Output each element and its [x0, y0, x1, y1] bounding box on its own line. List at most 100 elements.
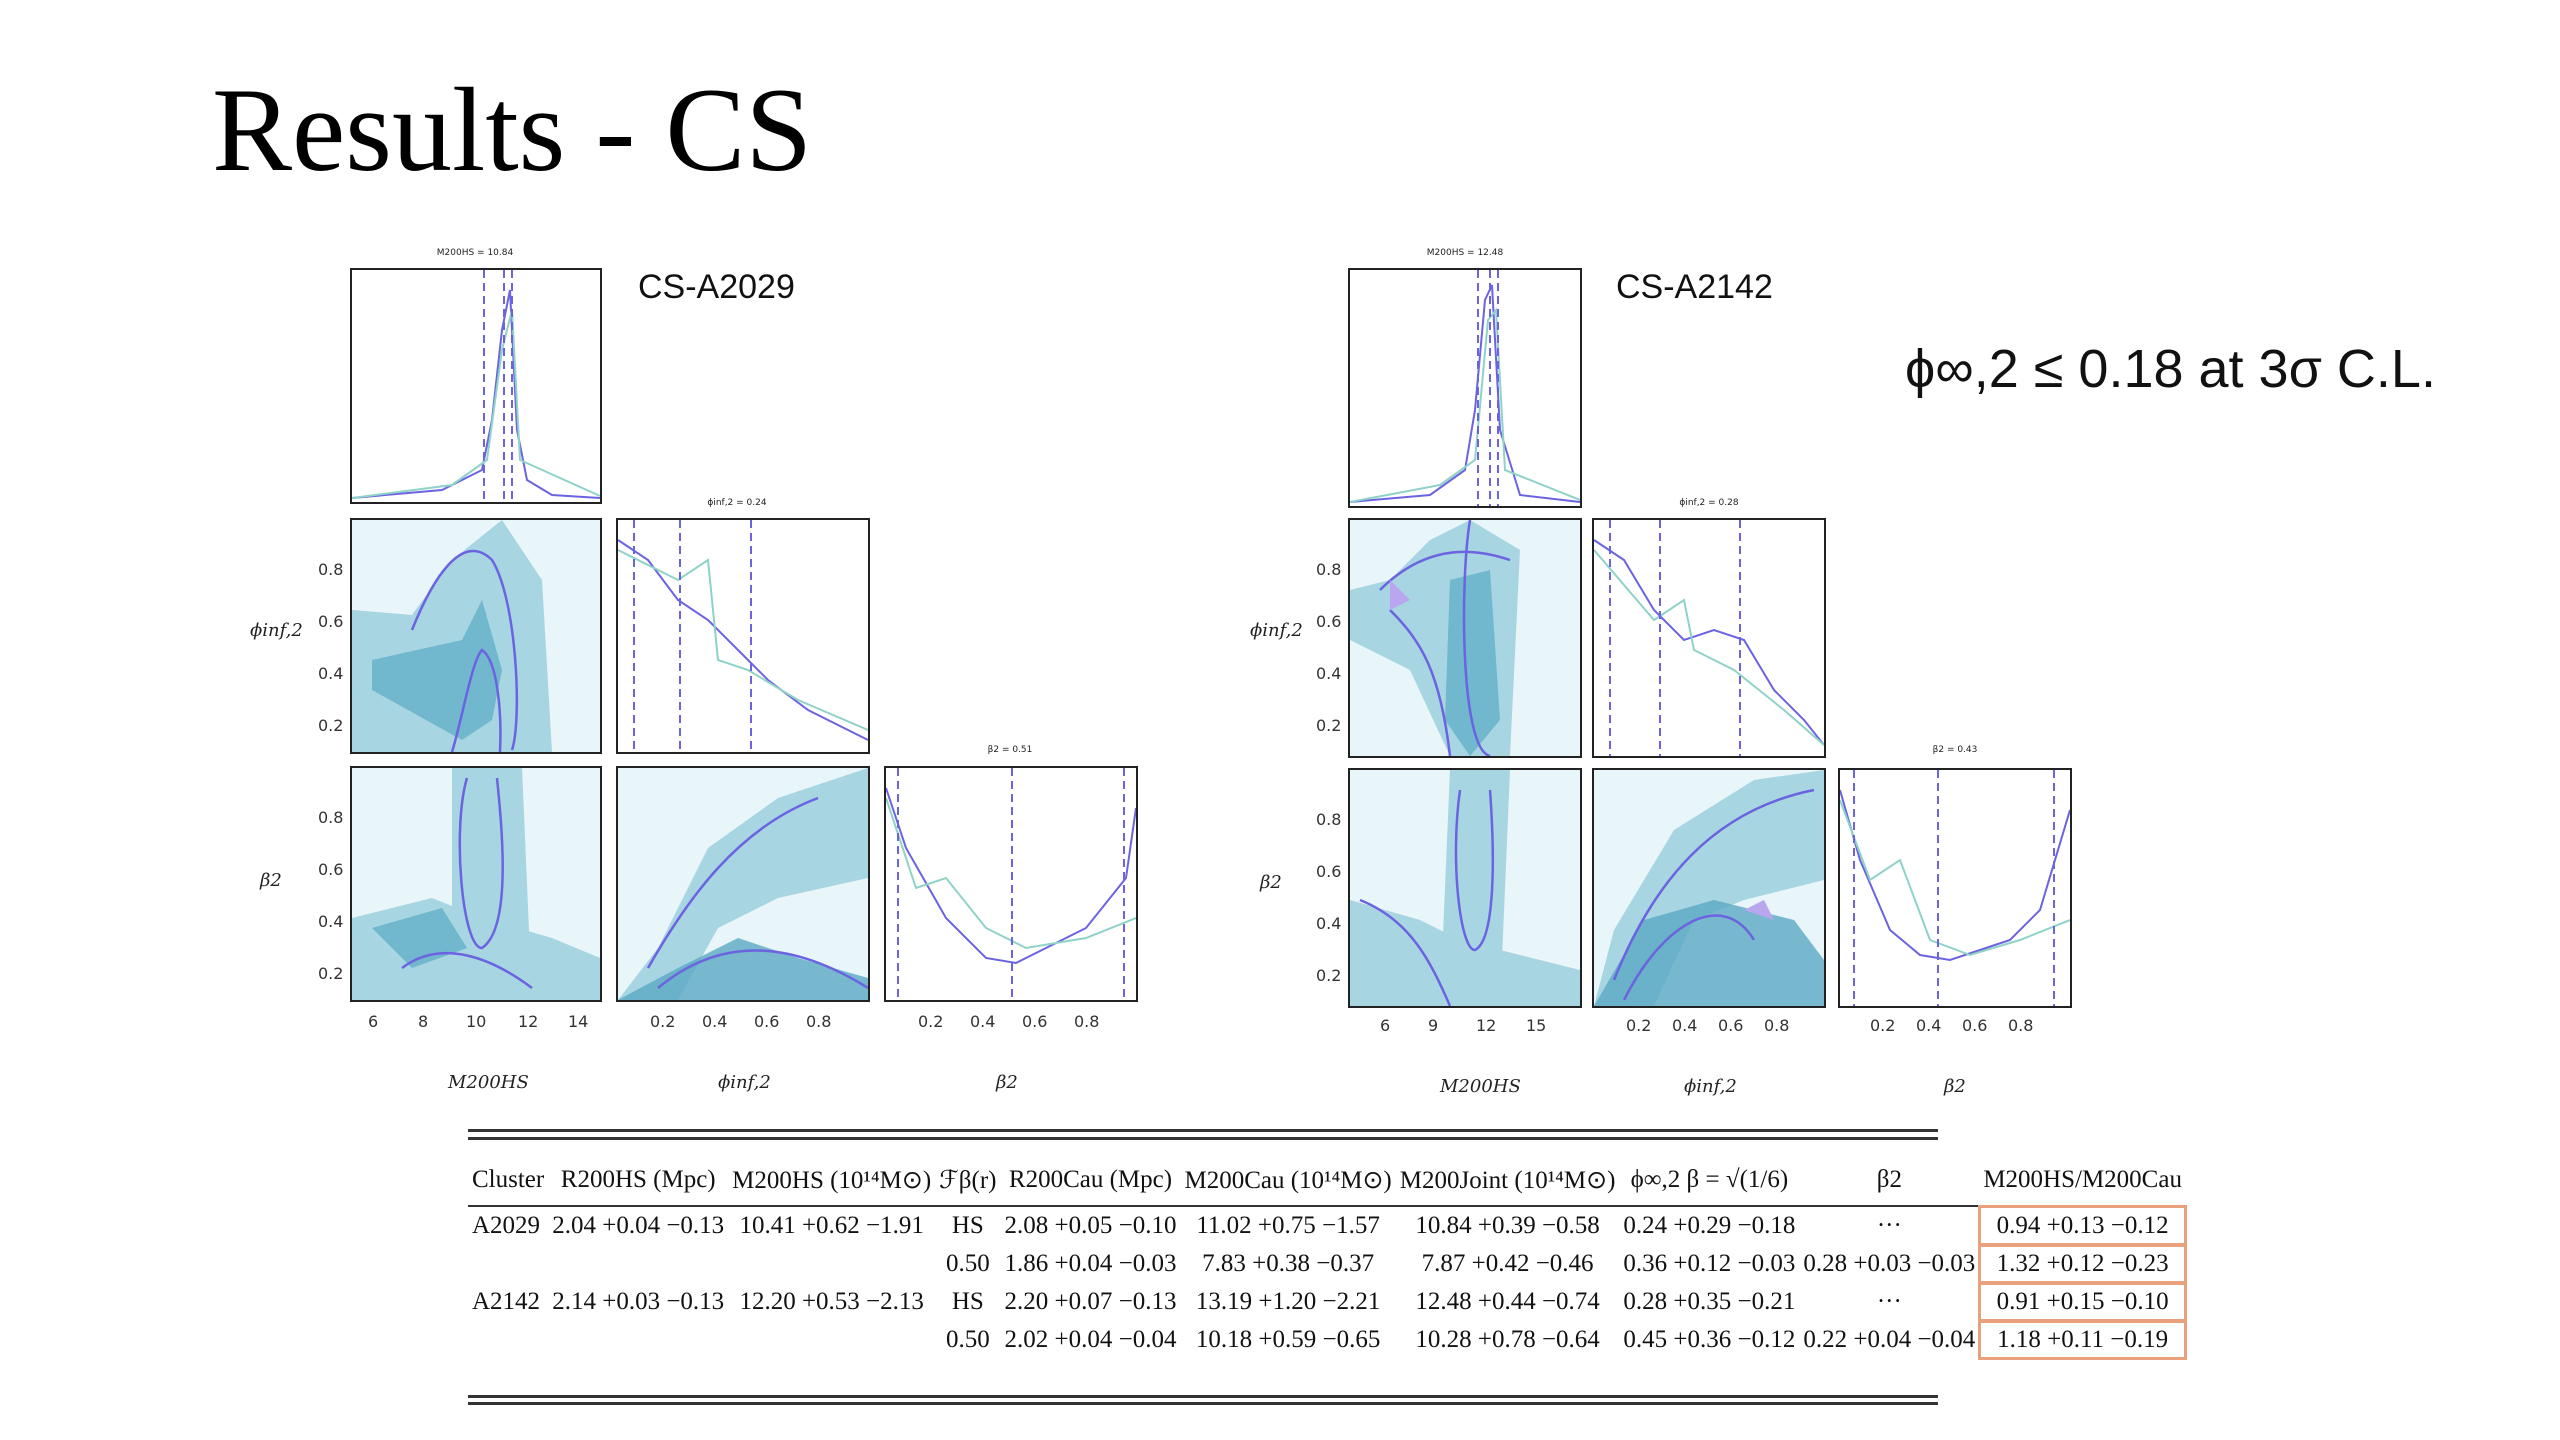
y-label-beta: β2 [1260, 872, 1282, 893]
cell: 2.08 +0.05 −0.10 [1004, 1212, 1177, 1239]
xtick: 0.4 [1672, 1016, 1698, 1035]
x-label-phi: ϕinf,2 [718, 1072, 771, 1093]
cell: HS [951, 1212, 984, 1239]
plot-name: CS-A2029 [638, 268, 795, 306]
xtick: 0.4 [970, 1012, 996, 1031]
col-header: ϕ∞,2 β = √(1/6) [1619, 1155, 1800, 1207]
x-label-mass: M200HS [1440, 1076, 1521, 1097]
ytick: 0.6 [318, 612, 344, 631]
table-bottom-rule [468, 1402, 1938, 1405]
ytick: 0.4 [318, 912, 344, 931]
xtick: 12 [1476, 1016, 1497, 1035]
table-top-rule [468, 1129, 1938, 1132]
hist-phi [616, 518, 870, 754]
col-header: R200Cau (Mpc) [1000, 1155, 1181, 1207]
cell: 13.19 +1.20 −2.21 [1195, 1288, 1381, 1315]
cell: 7.87 +0.42 −0.46 [1421, 1250, 1594, 1277]
cell: 12.48 +0.44 −0.74 [1415, 1288, 1600, 1315]
cell: 0.28 +0.03 −0.03 [1803, 1250, 1976, 1277]
caption-phi: ϕinf,2 = 0.28 [1679, 498, 1739, 508]
caption-mass: M200HS = 12.48 [1426, 248, 1504, 258]
x-label-beta: β2 [996, 1072, 1018, 1093]
xtick: 0.6 [1718, 1016, 1744, 1035]
xtick: 10 [466, 1012, 487, 1031]
cell: 0.50 [945, 1250, 990, 1277]
cell: 7.83 +0.38 −0.37 [1202, 1250, 1375, 1277]
cell: ··· [1876, 1288, 1902, 1315]
ytick: 0.2 [318, 716, 344, 735]
xtick: 0.4 [702, 1012, 728, 1031]
cell: 10.28 +0.78 −0.64 [1415, 1326, 1600, 1353]
results-table-grid: Cluster R200HS (Mpc) M200HS (10¹⁴M⊙) ℱβ(… [468, 1155, 2187, 1360]
col-header: β2 [1799, 1155, 1980, 1207]
hist-beta [1838, 768, 2072, 1008]
cell: 10.84 +0.39 −0.58 [1415, 1212, 1600, 1239]
x-label-mass: M200HS [448, 1072, 529, 1093]
xtick: 0.8 [806, 1012, 832, 1031]
cell [548, 1321, 728, 1359]
highlighted-cell: 1.18 +0.11 −0.19 [1978, 1320, 2187, 1360]
ytick: 0.6 [1316, 862, 1342, 881]
table-row: 0.50 2.02 +0.04 −0.04 10.18 +0.59 −0.65 … [468, 1320, 2187, 1360]
cell [728, 1245, 935, 1283]
cell [728, 1321, 935, 1359]
cell: 2.04 +0.04 −0.13 [552, 1212, 725, 1239]
table-row: 0.50 1.86 +0.04 −0.03 7.83 +0.38 −0.37 7… [468, 1244, 2187, 1284]
col-header: M200HS (10¹⁴M⊙) [728, 1155, 936, 1207]
hist-mass [350, 268, 602, 504]
cell: ··· [1876, 1212, 1902, 1239]
ytick: 0.8 [318, 808, 344, 827]
xtick: 15 [1526, 1016, 1547, 1035]
col-header: ℱβ(r) [935, 1155, 1001, 1207]
hist-beta [884, 766, 1138, 1002]
cell: 2.02 +0.04 −0.04 [1004, 1326, 1177, 1353]
contour-mass-phi [350, 518, 602, 754]
table-top-rule [468, 1137, 1938, 1140]
col-header: R200HS (Mpc) [548, 1155, 729, 1207]
col-header: Cluster [468, 1155, 549, 1207]
cell: 10.41 +0.62 −1.91 [739, 1212, 924, 1239]
ytick: 0.2 [1316, 716, 1342, 735]
xtick: 0.8 [1074, 1012, 1100, 1031]
caption-beta: β2 = 0.51 [987, 745, 1033, 755]
xtick: 0.6 [1962, 1016, 1988, 1035]
cell: 10.18 +0.59 −0.65 [1195, 1326, 1381, 1353]
ytick: 0.2 [318, 964, 344, 983]
col-header: M200Joint (10¹⁴M⊙) [1395, 1155, 1620, 1207]
table-row: A2142 2.14 +0.03 −0.13 12.20 +0.53 −2.13… [468, 1282, 2187, 1322]
xtick: 6 [368, 1012, 379, 1031]
cell [548, 1245, 728, 1283]
xtick: 0.8 [2008, 1016, 2034, 1035]
cell: 2.14 +0.03 −0.13 [552, 1288, 725, 1315]
cell: A2029 [472, 1212, 541, 1239]
caption-mass: M200HS = 10.84 [436, 248, 514, 258]
col-header: M200Cau (10¹⁴M⊙) [1180, 1155, 1396, 1207]
ytick: 0.2 [1316, 966, 1342, 985]
contour-mass-beta [1348, 768, 1582, 1008]
xtick: 0.6 [1022, 1012, 1048, 1031]
cell: 0.24 +0.29 −0.18 [1623, 1212, 1796, 1239]
ytick: 0.4 [1316, 914, 1342, 933]
caption-phi: ϕinf,2 = 0.24 [707, 498, 767, 508]
cell: 2.20 +0.07 −0.13 [1004, 1288, 1177, 1315]
ytick: 0.6 [318, 860, 344, 879]
ytick: 0.4 [1316, 664, 1342, 683]
cell: 0.50 [945, 1326, 990, 1353]
contour-phi-beta [1592, 768, 1826, 1008]
contour-phi-beta [616, 766, 870, 1002]
xtick: 6 [1380, 1016, 1391, 1035]
xtick: 0.2 [1626, 1016, 1652, 1035]
xtick: 14 [568, 1012, 589, 1031]
xtick: 0.2 [1870, 1016, 1896, 1035]
hist-mass [1348, 268, 1582, 508]
table-bottom-rule [468, 1395, 1938, 1398]
highlighted-cell: 0.91 +0.15 −0.10 [1978, 1282, 2187, 1322]
xtick: 0.6 [754, 1012, 780, 1031]
cell: 1.86 +0.04 −0.03 [1004, 1250, 1177, 1277]
ytick: 0.8 [1316, 810, 1342, 829]
cell: 12.20 +0.53 −2.13 [739, 1288, 924, 1315]
contour-mass-beta [350, 766, 602, 1002]
contour-mass-phi [1348, 518, 1582, 758]
x-label-beta: β2 [1944, 1076, 1966, 1097]
ytick: 0.8 [318, 560, 344, 579]
